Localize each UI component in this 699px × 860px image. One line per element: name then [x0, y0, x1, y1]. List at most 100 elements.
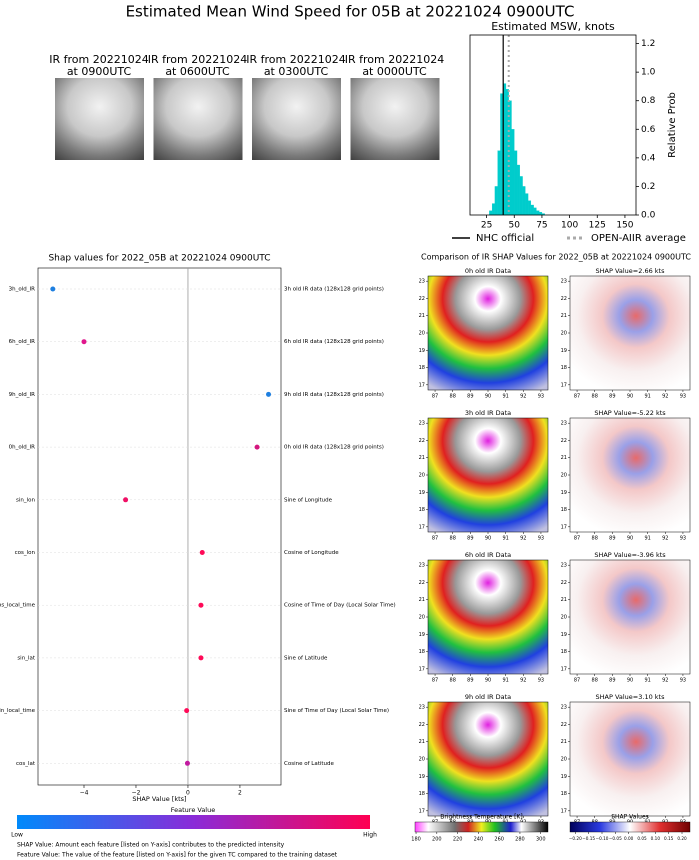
x-tick-label: 125	[589, 221, 606, 231]
y-tick-label: 6h_old_IR	[9, 339, 35, 345]
y-tick-label: 22	[419, 580, 425, 586]
y-tick-label: 21	[561, 455, 567, 461]
right-label: Cosine of Latitude	[284, 761, 335, 767]
x-axis-label: SHAP Value [kts]	[132, 795, 186, 803]
x-tick-label: 90	[627, 536, 633, 542]
colorbar-tick-label: 300	[536, 837, 546, 843]
y-tick-label: 1.2	[641, 39, 655, 49]
plot-frame	[37, 267, 282, 786]
y-tick-label: 20	[419, 757, 425, 763]
x-tick-label: 89	[609, 678, 615, 684]
dot	[198, 655, 204, 661]
colorbar-tick-label: 240	[474, 837, 484, 843]
colorbar-tick-label: 0.10	[651, 836, 661, 841]
x-tick-label: 93	[680, 678, 686, 684]
y-tick-label: 18	[419, 649, 425, 655]
x-tick-label: 88	[450, 536, 456, 542]
y-tick-label: 21	[419, 739, 425, 745]
colorbar	[414, 821, 549, 833]
y-tick-label: 20	[561, 757, 567, 763]
y-tick-label: 19	[561, 632, 567, 638]
y-tick-label: 20	[419, 473, 425, 479]
y-tick-label: 23	[419, 421, 425, 427]
bar	[491, 203, 496, 216]
image-title: at 0600UTC	[165, 65, 230, 78]
panel-title: 0h old IR Data	[465, 267, 511, 275]
y-tick-label: 22	[561, 580, 567, 586]
comparison-title: Comparison of IR SHAP Values for 2022_05…	[421, 253, 691, 262]
x-tick-label: 25	[481, 221, 492, 231]
x-tick-label: 88	[592, 536, 598, 542]
x-tick-label: 89	[467, 678, 473, 684]
right-label: Sine of Latitude	[284, 655, 328, 661]
y-tick-label: 17	[419, 666, 425, 672]
x-tick-label: 89	[467, 394, 473, 400]
bar	[494, 186, 498, 216]
bar	[525, 193, 529, 216]
x-tick-label: 91	[644, 678, 650, 684]
bar	[527, 200, 532, 216]
y-tick-label: 19	[419, 490, 425, 496]
y-tick-label: 23	[561, 563, 567, 569]
colorbar-title: SHAP Values	[611, 814, 649, 821]
panel-image	[569, 559, 691, 675]
footnote: SHAP Value: Amount each feature [listed …	[17, 842, 285, 849]
panel-image	[427, 417, 549, 533]
image-title: IR from 20221024	[246, 53, 345, 66]
y-tick-label: 18	[419, 365, 425, 371]
y-tick-label: 3h_old_IR	[9, 287, 35, 293]
x-tick-label: −2	[132, 790, 141, 797]
x-tick-label: 91	[502, 678, 508, 684]
footnote: Feature Value: The value of the feature …	[17, 852, 338, 859]
y-tick-label: 23	[561, 705, 567, 711]
y-tick-label: 22	[561, 296, 567, 302]
y-tick-label: 19	[561, 348, 567, 354]
x-tick-label: 93	[538, 678, 544, 684]
bar	[514, 150, 518, 216]
dot	[184, 708, 190, 714]
x-tick-label: 0	[186, 790, 190, 797]
y-tick-label: 17	[419, 524, 425, 530]
colorbar-tick-label: 260	[494, 837, 504, 843]
y-tick-label: 17	[561, 666, 567, 672]
y-tick-label: 23	[419, 705, 425, 711]
colorbar-tick-label: −0.20	[569, 836, 582, 841]
panel-image	[427, 275, 549, 391]
y-tick-label: 18	[561, 791, 567, 797]
chart-title: Shap values for 2022_05B at 20221024 090…	[48, 254, 270, 264]
colorbar-tick-label: 0.15	[664, 836, 674, 841]
dot	[254, 444, 260, 450]
y-tick-label: 21	[419, 313, 425, 319]
colorbar-tick-label: 180	[411, 837, 421, 843]
x-tick-label: 89	[609, 394, 615, 400]
y-tick-label: 22	[419, 722, 425, 728]
y-tick-label: 19	[561, 490, 567, 496]
panel-title: SHAP Value=-5.22 kts	[594, 409, 666, 417]
x-tick-label: 91	[502, 536, 508, 542]
panel-image	[569, 275, 691, 391]
colorbar-tick-label: 0.00	[624, 836, 634, 841]
y-tick-label: 22	[561, 722, 567, 728]
y-tick-label: 17	[419, 808, 425, 814]
image-title: IR from 20221024	[49, 53, 148, 66]
dot	[123, 497, 129, 503]
dot	[184, 760, 190, 766]
x-tick-label: 88	[450, 394, 456, 400]
colorbar-high: High	[363, 832, 377, 839]
image-title: IR from 20221024	[148, 53, 247, 66]
x-tick-label: 88	[450, 678, 456, 684]
colorbar-title: Brightness Temperature [K]	[440, 814, 522, 821]
x-tick-label: 91	[502, 394, 508, 400]
bar	[536, 210, 540, 216]
y-tick-label: 19	[419, 774, 425, 780]
x-tick-label: 91	[644, 394, 650, 400]
y-tick-label: 17	[561, 808, 567, 814]
bar	[522, 186, 526, 216]
y-tick-label: cos_lon	[15, 550, 36, 556]
colorbar-low: Low	[11, 832, 23, 839]
x-tick-label: 93	[680, 536, 686, 542]
panel-image	[569, 701, 691, 817]
y-tick-label: 0.8	[641, 96, 656, 106]
y-tick-label: 19	[561, 774, 567, 780]
